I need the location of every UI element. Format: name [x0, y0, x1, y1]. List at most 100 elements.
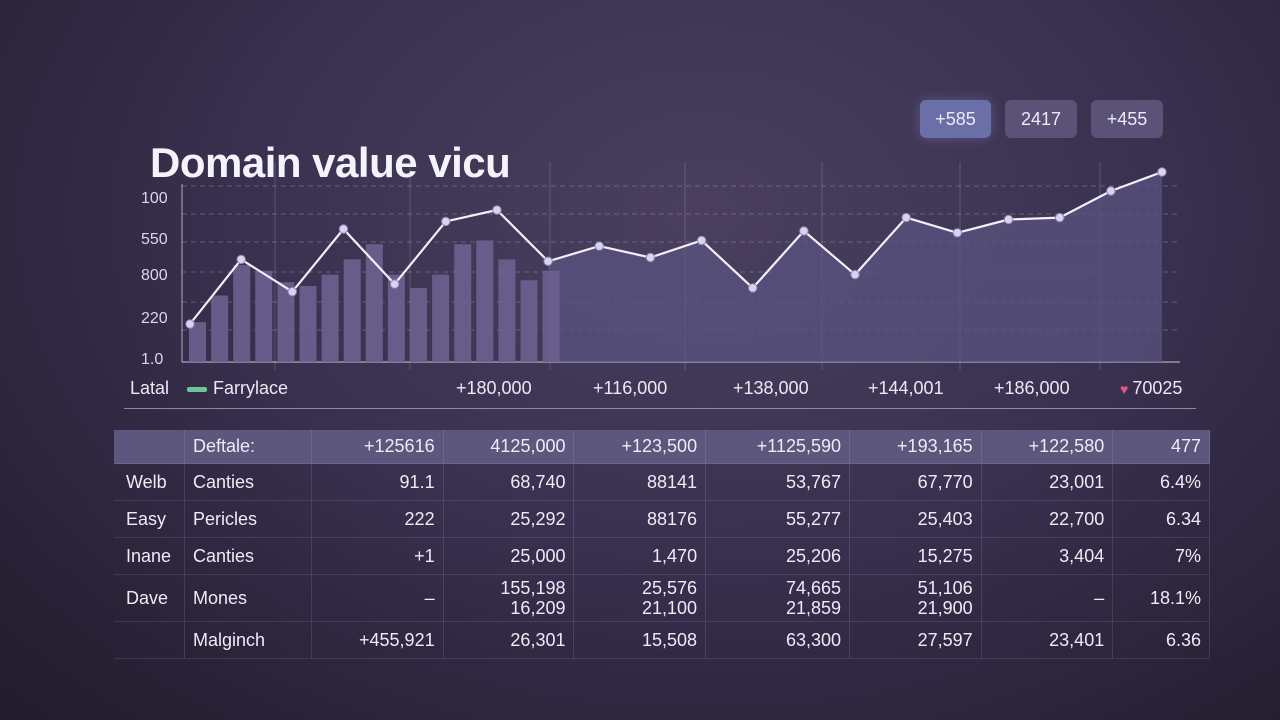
- table-cell: 23,001: [981, 463, 1114, 501]
- x-value: +186,000: [994, 378, 1070, 398]
- table-cell: +1: [311, 537, 444, 575]
- divider: [124, 408, 1196, 409]
- chip-tertiary[interactable]: +455: [1091, 100, 1163, 138]
- line-point: [594, 241, 604, 251]
- row-label: [114, 621, 185, 659]
- table-cell-stacked: 25,576 21,100: [573, 574, 707, 622]
- bar: [542, 270, 560, 362]
- bar-series: [189, 240, 560, 362]
- line-point: [901, 212, 911, 223]
- table-cell-line: 25,576: [642, 578, 698, 598]
- table-cell: 55,277: [705, 500, 851, 538]
- line-point: [236, 254, 246, 265]
- line-point: [696, 235, 707, 246]
- table-cell-stacked: 51,106 21,900: [849, 574, 982, 622]
- legend-item: Farrylace: [187, 378, 288, 399]
- y-tick-label: 800: [141, 267, 168, 284]
- table-cell-line: 155,198: [500, 578, 566, 598]
- header-cell: +122,580: [981, 430, 1114, 464]
- row-label: Welb: [114, 463, 185, 501]
- bar: [321, 274, 339, 362]
- table-cell: 1,470: [573, 537, 707, 575]
- table-cell: 25,000: [443, 537, 575, 575]
- line-point: [1106, 186, 1116, 196]
- table-row[interactable]: Easy Pericles 222 25,292 88176 55,277 25…: [114, 500, 1210, 538]
- bar: [343, 259, 361, 362]
- line-point: [1157, 167, 1167, 177]
- row-category: Pericles: [184, 500, 312, 538]
- bar: [498, 259, 516, 362]
- x-value-highlight: ♥ 70025: [1120, 378, 1182, 399]
- bar: [255, 270, 273, 362]
- line-point: [338, 224, 349, 234]
- table-cell-line: 74,665: [785, 578, 842, 598]
- table-cell: 25,292: [443, 500, 575, 538]
- chip-group: +585 2417 +455: [920, 100, 1163, 138]
- header-cell: +125616: [311, 430, 444, 464]
- table-cell: 25,206: [705, 537, 851, 575]
- line-point: [748, 283, 758, 293]
- table-cell-stacked: 155,198 16,209: [443, 574, 575, 622]
- legend-title: Latal: [130, 378, 170, 398]
- chip-primary[interactable]: +585: [920, 100, 991, 138]
- table-cell: 3,404: [981, 537, 1114, 575]
- header-cell: 477: [1112, 430, 1210, 464]
- table-cell-line: 21,859: [785, 598, 842, 618]
- x-value: +138,000: [733, 378, 809, 398]
- table-cell: 91.1: [311, 463, 444, 501]
- table-cell-stacked: 74,665 21,859: [705, 574, 851, 622]
- table-cell: 88141: [573, 463, 707, 501]
- table-cell: 25,403: [849, 500, 982, 538]
- line-point: [850, 269, 860, 280]
- header-cell: +123,500: [573, 430, 707, 464]
- line-point: [952, 228, 963, 238]
- bar: [365, 244, 383, 362]
- row-category: Mones: [184, 574, 312, 622]
- bar: [454, 244, 472, 362]
- chip-secondary[interactable]: 2417: [1005, 100, 1077, 138]
- table-cell: 27,597: [849, 621, 982, 659]
- line-point: [287, 287, 298, 297]
- table-row[interactable]: Dave Mones – 155,198 16,209 25,576 21,100 …: [114, 574, 1210, 622]
- y-tick-label: 1.0: [141, 351, 163, 368]
- bar: [387, 274, 405, 362]
- table-cell: 222: [311, 500, 444, 538]
- row-label: Easy: [114, 500, 185, 538]
- table-cell-line: 21,900: [917, 598, 973, 618]
- header-cell: Deftale:: [184, 430, 312, 464]
- table-row[interactable]: Inane Canties +1 25,000 1,470 25,206 15,…: [114, 537, 1210, 575]
- table-cell: 23,401: [981, 621, 1114, 659]
- header-cell: 4125,000: [443, 430, 575, 464]
- table-cell: 63,300: [705, 621, 851, 659]
- bar: [211, 295, 229, 362]
- table-cell: –: [311, 574, 444, 622]
- table-cell: 88176: [573, 500, 707, 538]
- table-cell: 22,700: [981, 500, 1114, 538]
- table-cell: 26,301: [443, 621, 575, 659]
- bar: [233, 265, 251, 362]
- bar: [189, 322, 206, 362]
- line-point: [389, 279, 400, 289]
- table-cell: 68,740: [443, 463, 575, 501]
- line-point: [185, 319, 195, 329]
- table-cell: 53,767: [705, 463, 851, 501]
- line-path: [189, 170, 1163, 325]
- table-cell: 15,508: [573, 621, 707, 659]
- bar: [299, 286, 317, 362]
- bar: [277, 282, 295, 362]
- table-cell-line: 51,106: [917, 578, 973, 598]
- table-cell: 67,770: [849, 463, 982, 501]
- line-point: [492, 205, 502, 215]
- x-value: 70025: [1132, 378, 1183, 398]
- row-category: Canties: [184, 463, 312, 501]
- legend-swatch: [187, 386, 207, 392]
- bar: [432, 274, 450, 362]
- table-row[interactable]: Malginch +455,921 26,301 15,508 63,300 2…: [114, 621, 1210, 659]
- table-row[interactable]: Welb Canties 91.1 68,740 88141 53,767 67…: [114, 463, 1210, 501]
- line-series: [185, 167, 1167, 329]
- line-point: [1003, 214, 1014, 225]
- table-cell-line: 16,209: [510, 598, 566, 618]
- x-axis-values: Latal Farrylace +180,000 +116,000 +138,0…: [0, 378, 1280, 406]
- table-header: Deftale: +125616 4125,000 +123,500 +1125…: [114, 430, 1210, 464]
- heart-icon: ♥: [1120, 381, 1129, 397]
